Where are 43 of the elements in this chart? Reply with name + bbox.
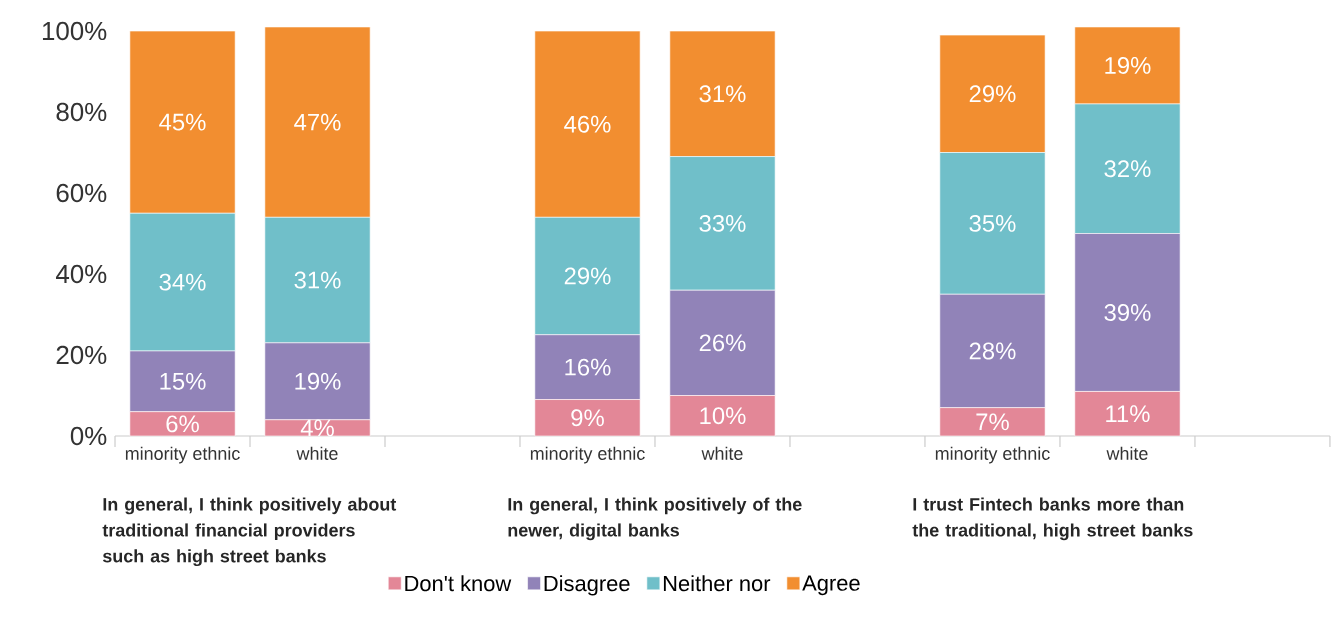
data-label: 6% — [166, 415, 199, 433]
data-label: 31% — [294, 271, 341, 289]
data-label: 31% — [699, 85, 746, 103]
legend-label: Agree — [802, 575, 860, 596]
y-tick-label: 60% — [56, 183, 107, 203]
data-label: 16% — [565, 358, 611, 376]
data-label: 29% — [564, 267, 611, 285]
data-label: 19% — [1105, 57, 1151, 74]
x-tick-label: minority ethnic — [125, 446, 240, 464]
data-label: 15% — [160, 372, 206, 390]
legend-label: Disagree — [544, 575, 630, 596]
data-label: 35% — [969, 214, 1016, 232]
data-label: 11% — [1106, 405, 1150, 423]
x-tick-label: white — [296, 446, 338, 460]
data-label: 9% — [571, 409, 604, 427]
text: In general, I think positively of the newer, digital banks — [508, 497, 802, 541]
data-label: 47% — [294, 113, 341, 131]
data-label: 26% — [699, 334, 746, 352]
x-tick-label: white — [1106, 446, 1148, 460]
legend-label: Don't know — [405, 575, 512, 592]
x-tick-label: minority ethnic — [530, 446, 645, 464]
data-label: 4% — [300, 419, 334, 437]
data-label: 7% — [976, 413, 1009, 431]
x-tick-label: white — [701, 446, 743, 460]
data-label: 29% — [969, 85, 1016, 103]
data-label: 34% — [159, 273, 206, 291]
data-label: 45% — [159, 113, 206, 131]
x-tick-label: minority ethnic — [935, 446, 1050, 464]
data-label: 32% — [1104, 160, 1151, 178]
legend-label: Neither nor — [663, 575, 771, 592]
y-tick-label: 80% — [56, 102, 107, 122]
data-label: 10% — [700, 407, 746, 425]
data-label: 46% — [564, 115, 611, 133]
text: In general, I think positively about traditional financial providers such as high street banks — [102, 497, 397, 567]
y-tick-label: 20% — [56, 345, 107, 365]
data-label: 19% — [295, 372, 341, 390]
y-tick-label: 0% — [70, 426, 107, 446]
y-tick-label: 40% — [55, 264, 107, 284]
y-tick-label: 100% — [42, 21, 107, 41]
data-label: 33% — [699, 214, 746, 232]
text: I trust Fintech banks more than the traditional, high street banks — [912, 497, 1193, 541]
data-label: 28% — [969, 342, 1016, 360]
data-label: 39% — [1104, 304, 1151, 321]
